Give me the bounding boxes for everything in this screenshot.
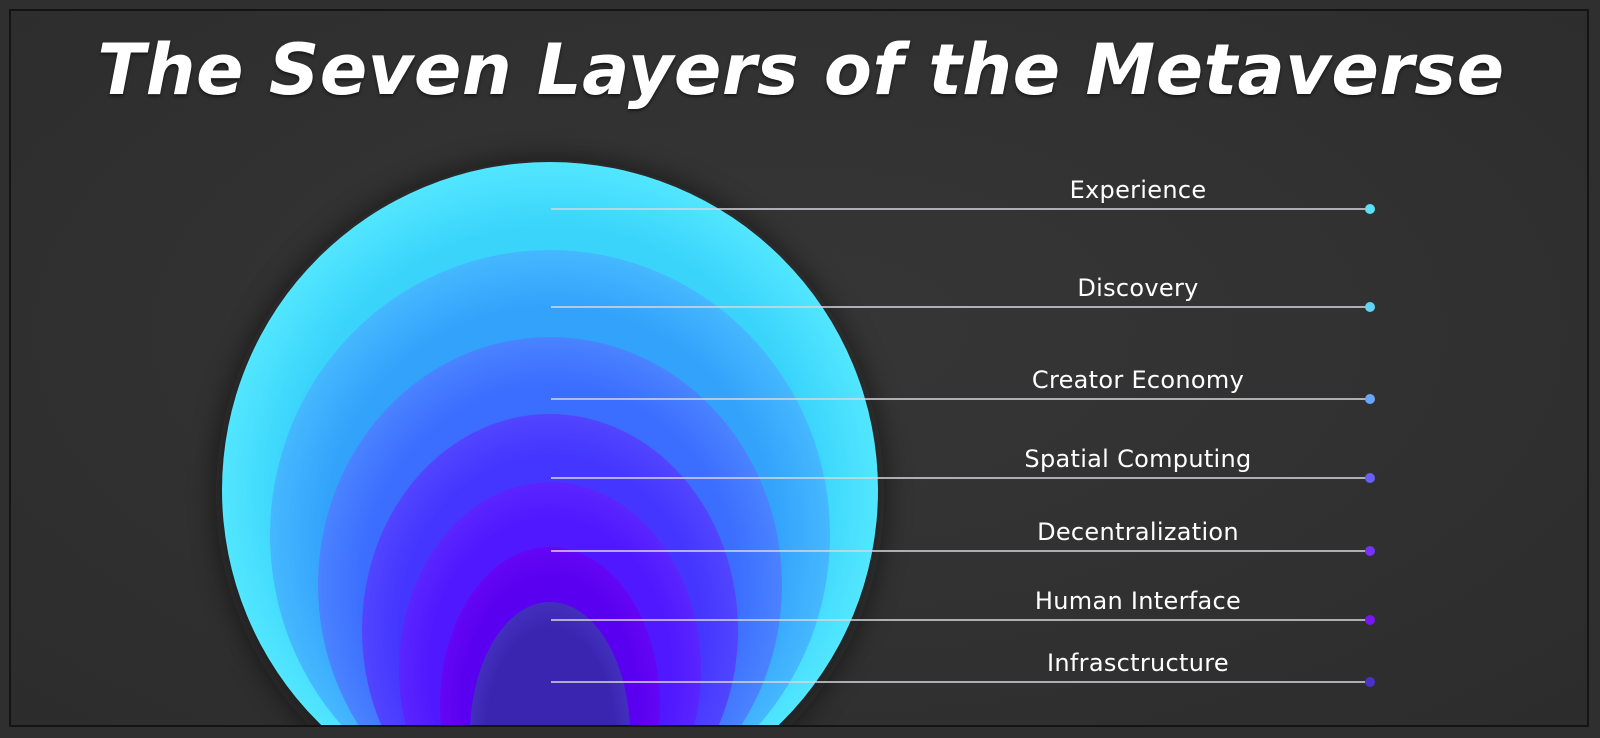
layer-label: Experience <box>1069 176 1207 204</box>
layer-dot-icon <box>1365 204 1375 214</box>
layer-dot-icon <box>1365 302 1375 312</box>
layer-label: Infrasctructure <box>1047 649 1229 677</box>
layer-dot-icon <box>1365 546 1375 556</box>
layer-label: Creator Economy <box>1031 366 1245 394</box>
layer-label: Decentralization <box>1037 518 1239 546</box>
layer-label: Discovery <box>1077 274 1199 302</box>
page-title: The Seven Layers of the Metaverse <box>97 29 1505 111</box>
layer-label: Human Interface <box>1034 587 1242 615</box>
layer-dot-icon <box>1365 615 1375 625</box>
layer-label: Spatial Computing <box>1024 445 1252 473</box>
layer-ellipse-7 <box>470 602 630 725</box>
layer-dot-icon <box>1365 677 1375 687</box>
layer-dot-icon <box>1365 473 1375 483</box>
layer-dot-icon <box>1365 394 1375 404</box>
